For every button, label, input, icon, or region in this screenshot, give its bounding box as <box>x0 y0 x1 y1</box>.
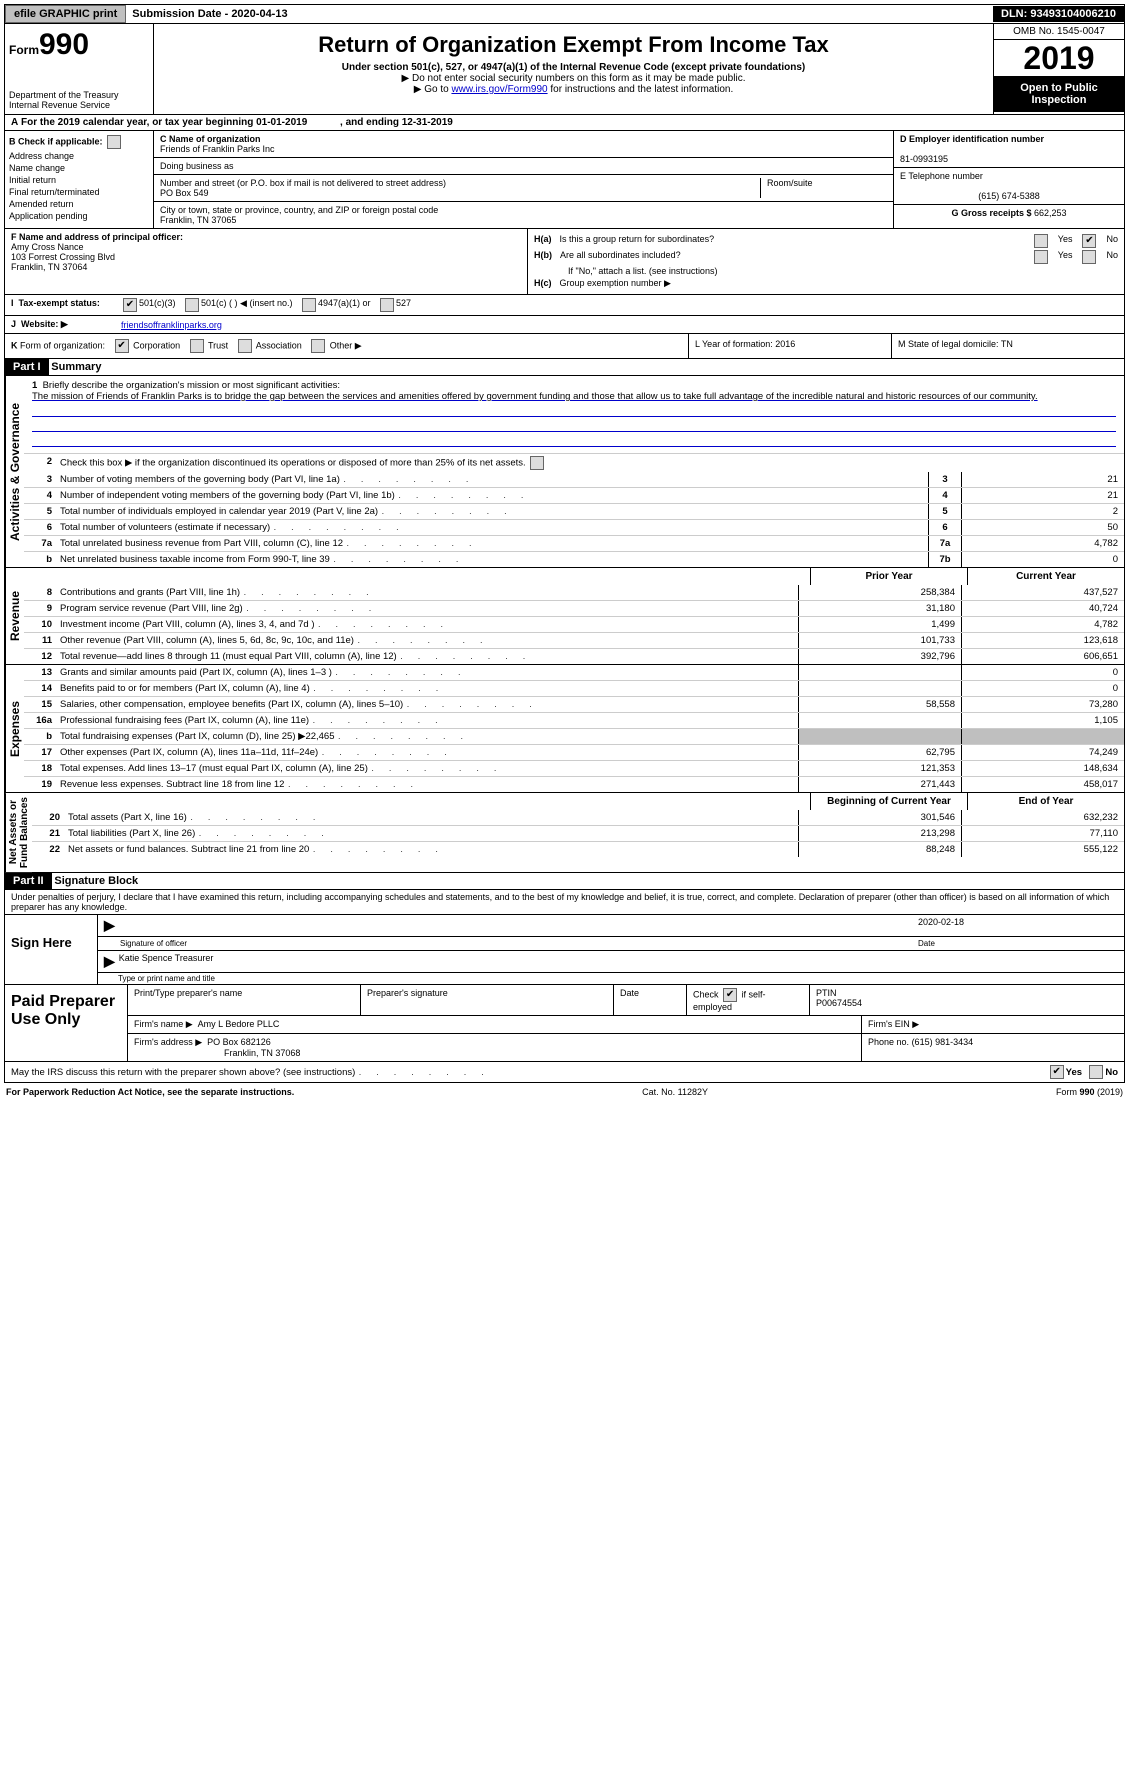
tax-year: 2019 <box>994 40 1124 76</box>
checkbox-icon[interactable] <box>1034 234 1048 248</box>
check-pending: Application pending <box>9 211 149 221</box>
check-initial: Initial return <box>9 175 149 185</box>
org-name-cell: C Name of organizationFriends of Frankli… <box>154 131 893 158</box>
website-link[interactable]: friendsoffranklinparks.org <box>121 320 222 330</box>
officer-city: Franklin, TN 37064 <box>11 262 87 272</box>
checkbox-icon[interactable] <box>1089 1065 1103 1079</box>
form-subtitle: Under section 501(c), 527, or 4947(a)(1)… <box>162 62 985 73</box>
row-i: I Tax-exempt status: 501(c)(3) 501(c) ( … <box>4 295 1125 316</box>
gross-cell: G Gross receipts $ 662,253 <box>894 205 1124 221</box>
efile-button[interactable]: efile GRAPHIC print <box>5 5 126 23</box>
state-domicile: M State of legal domicile: TN <box>891 334 1124 358</box>
checkbox-icon[interactable] <box>107 135 121 149</box>
may-discuss-row: May the IRS discuss this return with the… <box>4 1062 1125 1083</box>
net-assets-section: Net Assets or Fund Balances Beginning of… <box>4 793 1125 873</box>
revenue-section: Revenue Prior YearCurrent Year 8Contribu… <box>4 568 1125 665</box>
check-amended: Amended return <box>9 199 149 209</box>
ein-cell: D Employer identification number81-09931… <box>894 131 1124 168</box>
part-i-header: Part I Summary <box>4 359 1125 376</box>
check-address: Address change <box>9 151 149 161</box>
part-ii-header: Part II Signature Block <box>4 873 1125 890</box>
checkbox-icon[interactable] <box>302 298 316 312</box>
row-a: A For the 2019 calendar year, or tax yea… <box>4 115 1125 131</box>
note-ssn: ▶ Do not enter social security numbers o… <box>162 73 985 84</box>
entity-box: B Check if applicable: Address change Na… <box>4 131 1125 229</box>
preparer-block: Paid Preparer Use Only Print/Type prepar… <box>4 985 1125 1062</box>
b-label: B Check if applicable: <box>9 136 103 146</box>
form-title: Return of Organization Exempt From Incom… <box>162 32 985 58</box>
form-number: Form990 <box>9 28 149 62</box>
irs-link[interactable]: www.irs.gov/Form990 <box>451 84 547 95</box>
checkbox-icon[interactable] <box>1082 250 1096 264</box>
street-cell: Number and street (or P.O. box if mail i… <box>154 175 893 202</box>
checkbox-icon[interactable] <box>115 339 129 353</box>
row-k: K Form of organization: Corporation Trus… <box>5 334 688 358</box>
open-to-public: Open to Public Inspection <box>994 76 1124 112</box>
checkbox-icon[interactable] <box>185 298 199 312</box>
dba-cell: Doing business as <box>154 158 893 175</box>
expenses-section: Expenses 13Grants and similar amounts pa… <box>4 665 1125 793</box>
perjury-statement: Under penalties of perjury, I declare th… <box>4 890 1125 915</box>
year-formation: L Year of formation: 2016 <box>688 334 891 358</box>
checkbox-icon[interactable] <box>311 339 325 353</box>
mission-text: The mission of Friends of Franklin Parks… <box>32 391 1116 402</box>
signature-block: Sign Here ▶2020-02-18 Signature of offic… <box>4 915 1125 985</box>
checkbox-icon[interactable] <box>123 298 137 312</box>
activities-governance-section: Activities & Governance 1 Briefly descri… <box>4 376 1125 568</box>
page-footer: For Paperwork Reduction Act Notice, see … <box>4 1083 1125 1101</box>
department-label: Department of the Treasury Internal Reve… <box>9 90 149 110</box>
checkbox-icon[interactable] <box>190 339 204 353</box>
checkbox-icon[interactable] <box>380 298 394 312</box>
city-cell: City or town, state or province, country… <box>154 202 893 228</box>
officer-name: Amy Cross Nance <box>11 242 84 252</box>
submission-date: Submission Date - 2020-04-13 <box>126 6 293 22</box>
dln-label: DLN: 93493104006210 <box>993 6 1124 22</box>
checkbox-icon[interactable] <box>1050 1065 1064 1079</box>
checkbox-icon[interactable] <box>238 339 252 353</box>
check-final: Final return/terminated <box>9 187 149 197</box>
phone-cell: E Telephone number(615) 674-5388 <box>894 168 1124 205</box>
checkbox-icon[interactable] <box>723 988 737 1002</box>
officer-street: 103 Forrest Crossing Blvd <box>11 252 115 262</box>
omb-number: OMB No. 1545-0047 <box>994 24 1124 40</box>
checkbox-icon[interactable] <box>1034 250 1048 264</box>
form-header: Form990 Department of the Treasury Inter… <box>4 24 1125 115</box>
checkbox-icon[interactable] <box>1082 234 1096 248</box>
top-bar: efile GRAPHIC print Submission Date - 20… <box>4 4 1125 24</box>
check-name: Name change <box>9 163 149 173</box>
officer-h-row: F Name and address of principal officer:… <box>4 229 1125 295</box>
note-link: ▶ Go to www.irs.gov/Form990 for instruct… <box>162 84 985 95</box>
row-j: J Website: ▶ friendsoffranklinparks.org <box>4 316 1125 334</box>
checkbox-icon[interactable] <box>530 456 544 470</box>
